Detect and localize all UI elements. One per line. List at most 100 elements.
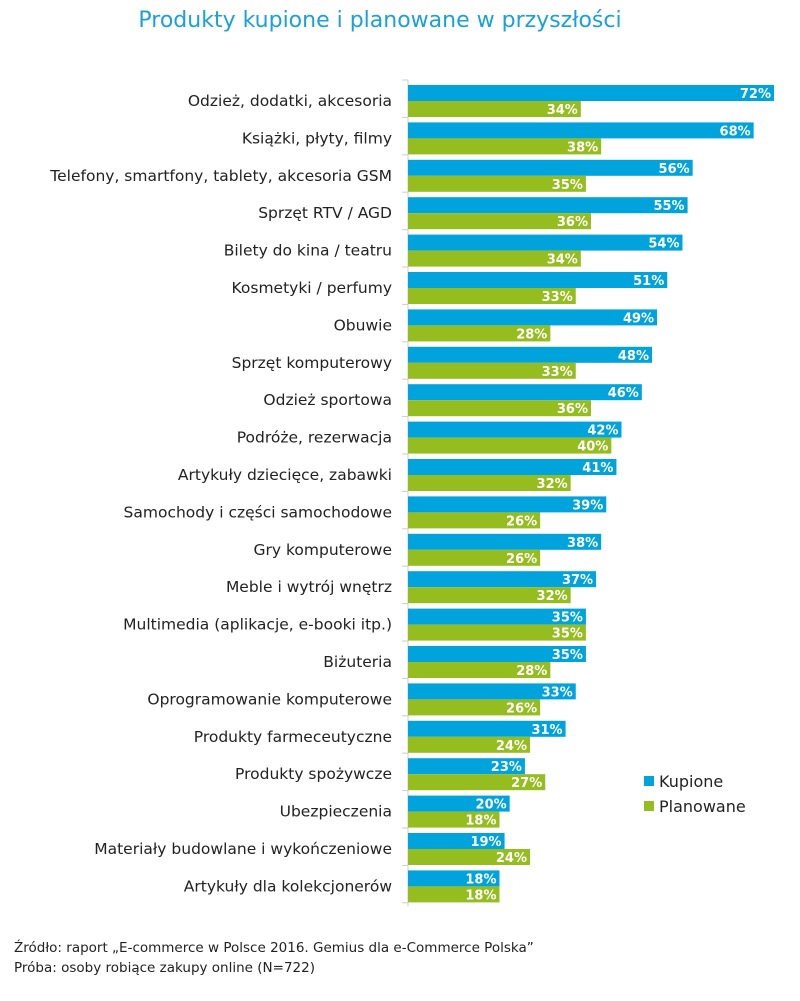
bar-kupione	[408, 683, 576, 700]
bar-planowane	[408, 288, 576, 304]
data-label: 48%	[618, 349, 649, 364]
data-label: 51%	[633, 274, 664, 289]
bar-planowane	[408, 549, 541, 566]
bar-kupione	[408, 795, 510, 812]
category-label: Gry komputerowe	[254, 541, 393, 559]
data-label: 32%	[537, 589, 568, 604]
bar-planowane	[408, 437, 612, 454]
category-label: Artykuły dla kolekcjonerów	[184, 877, 393, 895]
bar-kupione	[408, 459, 617, 475]
category-label: Ubezpieczenia	[280, 803, 392, 821]
data-label: 26%	[506, 514, 537, 529]
bar-kupione	[408, 646, 586, 662]
data-label: 33%	[542, 290, 573, 305]
legend-label: Planowane	[659, 797, 746, 816]
data-label: 31%	[531, 723, 562, 738]
category-label: Bilety do kina / teatru	[224, 242, 392, 260]
bar-kupione	[408, 608, 586, 625]
data-label: 36%	[557, 402, 588, 417]
bar-planowane	[408, 362, 576, 379]
bar-kupione	[408, 720, 566, 737]
category-label: Produkty farmeceutyczne	[194, 728, 392, 746]
bar-planowane	[408, 175, 586, 192]
data-label: 32%	[537, 477, 568, 492]
data-label: 36%	[557, 215, 588, 230]
bar-kupione	[408, 197, 688, 214]
data-label: 19%	[470, 835, 501, 850]
bar-planowane	[408, 512, 541, 529]
bar-planowane	[408, 736, 530, 753]
data-label: 38%	[567, 536, 598, 551]
category-label: Odzież, dodatki, akcesoria	[188, 92, 392, 110]
legend-swatch-kupione	[644, 776, 654, 786]
data-label: 26%	[506, 552, 537, 567]
bar-kupione	[408, 496, 607, 513]
data-label: 26%	[506, 701, 537, 716]
bar-planowane	[408, 849, 530, 865]
data-label: 33%	[542, 685, 573, 700]
category-label: Multimedia (aplikacje, e-booki itp.)	[123, 616, 392, 634]
data-label: 24%	[496, 739, 527, 754]
bar-kupione	[408, 85, 774, 101]
data-label: 41%	[582, 461, 613, 476]
category-label: Artykuły dziecięce, zabawki	[178, 466, 392, 484]
chart-title: Produkty kupione i planowane w przyszłoś…	[138, 8, 622, 33]
bar-planowane	[408, 662, 551, 678]
bar-kupione	[408, 571, 597, 588]
bar-planowane	[408, 101, 581, 117]
data-label: 68%	[720, 124, 751, 139]
bar-kupione	[408, 234, 683, 251]
data-label: 38%	[567, 140, 598, 155]
data-label: 54%	[648, 237, 679, 252]
bar-planowane	[408, 811, 500, 828]
data-label: 55%	[653, 199, 684, 214]
source-note: Źródło: raport „E-commerce w Polsce 2016…	[14, 940, 534, 956]
data-label: 35%	[552, 611, 583, 626]
category-label: Oprogramowanie komputerowe	[147, 690, 392, 708]
data-label: 35%	[552, 627, 583, 642]
data-label: 56%	[659, 162, 690, 177]
legend-label: Kupione	[659, 772, 723, 791]
data-label: 34%	[547, 103, 578, 118]
bar-kupione	[408, 309, 658, 326]
category-label: Produkty spożywcze	[235, 765, 392, 783]
data-label: 23%	[491, 760, 522, 775]
bar-kupione	[408, 122, 754, 139]
bar-planowane	[408, 699, 541, 716]
bar-planowane	[408, 250, 581, 267]
bar-planowane	[408, 138, 602, 155]
bar-planowane	[408, 213, 591, 230]
data-label: 20%	[476, 798, 507, 813]
bar-planowane	[408, 475, 571, 491]
data-label: 18%	[465, 888, 496, 903]
bar-kupione	[408, 421, 622, 438]
bar-kupione	[408, 533, 602, 550]
bar-planowane	[408, 624, 586, 641]
sample-note: Próba: osoby robiące zakupy online (N=72…	[14, 960, 315, 976]
data-label: 27%	[511, 776, 542, 791]
data-label: 35%	[552, 178, 583, 193]
category-label: Telefony, smartfony, tablety, akcesoria …	[49, 167, 392, 185]
category-label: Podróże, rezerwacja	[237, 429, 392, 447]
data-label: 37%	[562, 573, 593, 588]
data-label: 24%	[496, 851, 527, 866]
data-label: 40%	[577, 440, 608, 455]
data-label: 35%	[552, 648, 583, 663]
category-label: Meble i wytrój wnętrz	[226, 578, 392, 596]
data-label: 42%	[587, 424, 618, 439]
category-label: Kosmetyki / perfumy	[232, 279, 393, 297]
category-label: Odzież sportowa	[263, 391, 392, 409]
bar-planowane	[408, 400, 591, 417]
data-label: 39%	[572, 498, 603, 513]
bar-kupione	[408, 870, 500, 887]
data-label: 72%	[740, 87, 771, 102]
category-label: Obuwie	[334, 316, 392, 334]
bar-planowane	[408, 587, 571, 604]
bar-kupione	[408, 346, 652, 363]
bar-kupione	[408, 159, 693, 176]
bar-kupione	[408, 758, 525, 775]
legend-swatch-planowane	[644, 801, 654, 811]
category-label: Sprzęt komputerowy	[232, 354, 392, 372]
category-label: Samochody i części samochodowe	[124, 503, 392, 521]
